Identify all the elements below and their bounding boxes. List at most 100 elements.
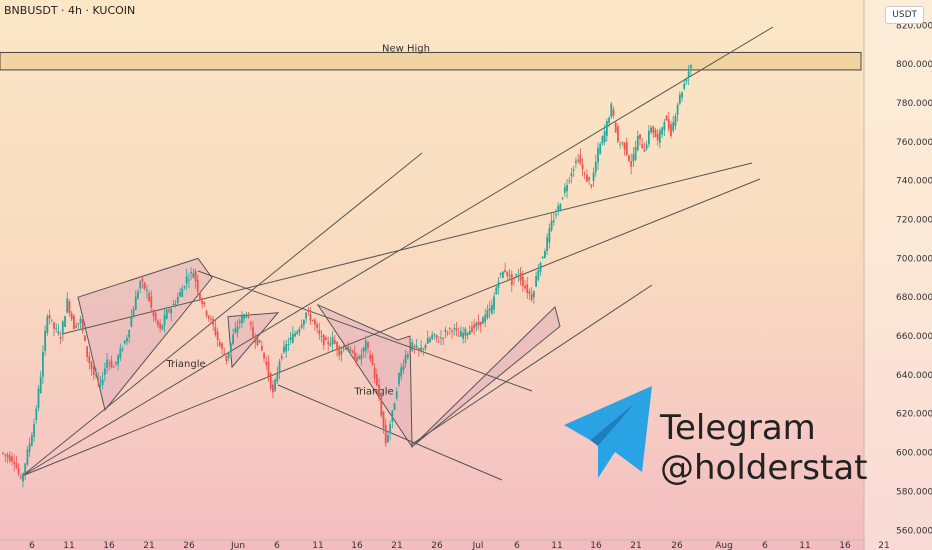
candle-body: [234, 328, 237, 333]
candle-body: [302, 319, 305, 326]
candle-body: [221, 343, 223, 349]
candle-body: [433, 333, 436, 335]
candle-body: [203, 302, 206, 305]
candle-body: [79, 318, 82, 323]
candle-body: [532, 291, 535, 298]
candle-body: [4, 454, 7, 456]
candle-body: [274, 379, 277, 391]
candle-body: [577, 159, 580, 162]
candle-body: [459, 331, 462, 337]
candle-body: [141, 278, 144, 282]
candle-body: [329, 343, 332, 346]
y-tick-label: 580.000: [896, 487, 932, 497]
candle-body: [272, 384, 274, 393]
candle-body: [674, 116, 677, 126]
candle-body: [351, 351, 354, 353]
trend-line: [197, 270, 533, 392]
candle-body: [187, 279, 190, 281]
candle-body: [227, 352, 230, 358]
candle-body: [316, 324, 319, 328]
candle-body: [448, 327, 451, 329]
candle-body: [70, 312, 73, 320]
candle-body: [2, 452, 5, 454]
candle-body: [508, 275, 511, 277]
trend-line: [21, 26, 774, 477]
candle-body: [683, 83, 686, 89]
candle-body: [333, 340, 336, 344]
candle-body: [344, 348, 347, 350]
candle-body: [201, 300, 204, 305]
candle-body: [382, 411, 385, 428]
candle-body: [75, 325, 77, 328]
candle-body: [499, 272, 502, 275]
candle-body: [108, 362, 111, 364]
candle-body: [559, 204, 562, 212]
candle-body: [581, 164, 584, 170]
x-tick-label: 26: [431, 541, 443, 550]
candle-body: [134, 296, 137, 310]
candle-body: [464, 328, 467, 336]
candle-body: [643, 149, 646, 152]
candle-body: [13, 461, 16, 464]
candle-body: [676, 104, 679, 115]
currency-badge[interactable]: USDT: [885, 6, 924, 24]
candle-body: [172, 304, 175, 306]
candle-body: [150, 296, 153, 308]
candle-body: [563, 187, 566, 193]
candle-body: [8, 455, 11, 462]
candle-body: [340, 351, 343, 355]
candle-body: [608, 118, 610, 123]
candle-body: [431, 334, 434, 339]
x-tick-label: 16: [839, 541, 851, 550]
candle-body: [325, 337, 327, 341]
candle-body: [48, 314, 51, 319]
candle-body: [490, 305, 493, 314]
candle-body: [55, 327, 58, 329]
candle-body: [592, 172, 595, 181]
candle-body: [594, 161, 597, 173]
candle-body: [311, 319, 314, 321]
candle-body: [11, 456, 13, 462]
candle-body: [579, 155, 582, 164]
candle-body: [121, 348, 124, 350]
candle-body: [19, 477, 22, 479]
telegram-line-1: Telegram: [660, 408, 816, 448]
candle-body: [685, 79, 688, 82]
candle-body: [455, 328, 458, 331]
candle-body: [287, 344, 290, 346]
candle-body: [342, 347, 345, 350]
candle-body: [280, 355, 283, 359]
candle-body: [57, 331, 60, 334]
candle-body: [630, 161, 633, 167]
x-tick-label: 21: [878, 541, 889, 550]
candle-body: [347, 346, 350, 351]
candle-body: [493, 296, 495, 310]
candle-body: [689, 65, 692, 69]
y-tick-label: 780.000: [896, 99, 932, 109]
candle-body: [599, 143, 602, 154]
y-tick-label: 680.000: [896, 293, 932, 303]
candle-body: [232, 334, 235, 345]
candle-body: [223, 353, 226, 356]
candle-body: [123, 340, 126, 344]
candle-body: [179, 292, 181, 297]
candle-body: [148, 293, 150, 301]
candle-body: [568, 180, 571, 182]
candle-body: [380, 397, 383, 416]
candle-body: [205, 310, 208, 316]
candle-body: [139, 281, 142, 289]
candle-body: [506, 271, 509, 277]
candle-body: [99, 380, 102, 382]
telegram-handle: @holderstat: [660, 448, 868, 488]
candle-body: [152, 309, 155, 316]
x-tick-label: Aug: [715, 541, 733, 550]
candle-body: [236, 326, 239, 333]
candle-body: [256, 337, 259, 346]
candle-body: [356, 357, 358, 362]
candle-body: [15, 463, 18, 468]
candle-body: [305, 312, 307, 319]
candle-body: [285, 344, 288, 352]
candle-body: [364, 340, 367, 351]
